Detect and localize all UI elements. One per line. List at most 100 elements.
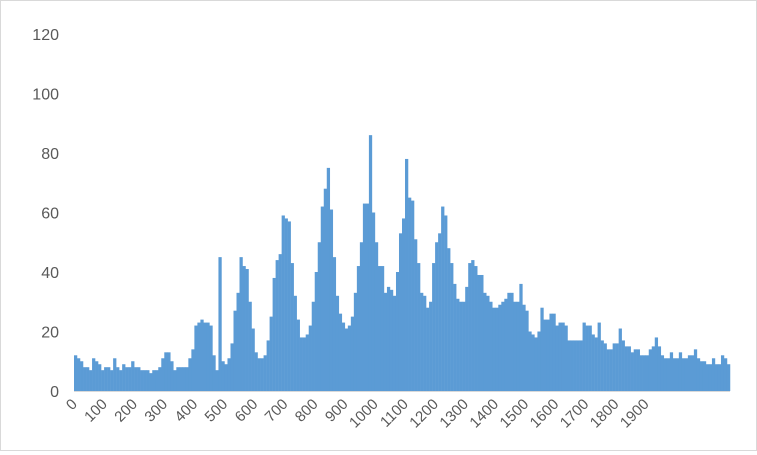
histogram-bar bbox=[206, 322, 210, 391]
x-tick-label: 1500 bbox=[497, 396, 533, 432]
histogram-bar bbox=[630, 352, 634, 391]
histogram-bar bbox=[287, 221, 291, 391]
histogram-bar bbox=[245, 269, 249, 391]
histogram-bar bbox=[504, 298, 508, 391]
histogram-bar bbox=[717, 364, 722, 391]
histogram-bar bbox=[501, 301, 505, 391]
y-tick-label: 100 bbox=[32, 87, 59, 104]
histogram-bar bbox=[383, 292, 388, 391]
histogram-bar bbox=[663, 358, 668, 391]
histogram-bar bbox=[444, 215, 448, 391]
histogram-bar bbox=[92, 358, 96, 391]
histogram-bar bbox=[642, 355, 646, 391]
histogram-bar bbox=[152, 370, 156, 391]
histogram-bar bbox=[462, 301, 466, 391]
histogram-bar bbox=[408, 197, 412, 392]
histogram-bar bbox=[137, 367, 141, 391]
histogram-bar bbox=[582, 322, 586, 391]
histogram-bar bbox=[116, 367, 120, 391]
histogram-bar bbox=[564, 325, 568, 391]
histogram-bar bbox=[167, 352, 171, 391]
histogram-bar bbox=[398, 233, 403, 391]
histogram-bar bbox=[155, 370, 159, 391]
histogram-bar bbox=[368, 135, 373, 391]
histogram-bar bbox=[188, 358, 192, 391]
histogram-bar bbox=[573, 340, 577, 391]
histogram-bar bbox=[417, 263, 421, 391]
histogram-bar bbox=[618, 328, 622, 391]
histogram-bar bbox=[314, 272, 318, 391]
histogram-bar bbox=[558, 322, 562, 391]
x-tick-label: 1600 bbox=[527, 396, 563, 432]
histogram-bar bbox=[332, 257, 337, 392]
x-tick-label: 1400 bbox=[466, 396, 502, 432]
histogram-bar bbox=[257, 358, 261, 391]
y-tick-label: 40 bbox=[41, 265, 59, 282]
histogram-bar bbox=[131, 361, 135, 391]
histogram-bar bbox=[531, 334, 535, 391]
histogram-bar bbox=[248, 301, 252, 391]
histogram-bar bbox=[525, 310, 529, 391]
histogram-bar bbox=[191, 349, 195, 391]
histogram-bar bbox=[555, 325, 559, 391]
histogram-bar bbox=[522, 304, 526, 391]
histogram-bar bbox=[209, 325, 213, 391]
histogram-bar bbox=[426, 307, 430, 391]
histogram-bar bbox=[347, 325, 352, 391]
histogram-bar bbox=[176, 367, 180, 391]
histogram-bar bbox=[474, 266, 478, 391]
histogram-bar bbox=[414, 239, 418, 391]
histogram-bar bbox=[230, 343, 234, 391]
histogram-bar bbox=[648, 349, 653, 391]
histogram-bar bbox=[320, 206, 325, 391]
histogram-bar bbox=[317, 242, 321, 391]
histogram-bar bbox=[528, 331, 532, 391]
histogram-bar bbox=[140, 370, 144, 391]
histogram-bar bbox=[215, 370, 219, 391]
histogram-bar bbox=[293, 295, 297, 391]
histogram-bar bbox=[113, 358, 117, 391]
histogram-bar bbox=[212, 355, 216, 391]
histogram-bar bbox=[681, 358, 686, 391]
x-axis: 0 100 200 300 400 500 600 700 800 900100011001200… bbox=[63, 391, 730, 432]
histogram-bar bbox=[621, 340, 625, 391]
histogram-bar bbox=[639, 355, 643, 391]
histogram-bar bbox=[128, 367, 132, 391]
histogram-bar bbox=[86, 367, 90, 391]
histogram-bar bbox=[699, 361, 704, 391]
histogram-bar bbox=[182, 367, 186, 391]
histogram-bar bbox=[438, 233, 442, 391]
histogram-bar bbox=[389, 289, 394, 391]
histogram-bar bbox=[221, 361, 225, 391]
histogram-bar bbox=[272, 277, 276, 391]
histogram-bar bbox=[669, 352, 674, 391]
histogram-bar bbox=[654, 337, 659, 391]
histogram-bar bbox=[597, 322, 601, 391]
histogram-bar bbox=[594, 337, 598, 391]
histogram-bar bbox=[374, 242, 379, 391]
histogram-bar bbox=[395, 272, 400, 391]
histogram-bar bbox=[254, 352, 258, 391]
histogram-bar bbox=[341, 322, 346, 391]
histogram-bar bbox=[281, 215, 285, 391]
histogram-bar bbox=[89, 370, 93, 391]
histogram-bar bbox=[173, 370, 177, 391]
histogram-bar bbox=[74, 355, 78, 391]
histogram-bar bbox=[326, 167, 331, 392]
histogram-bar bbox=[516, 301, 520, 391]
histogram-bar bbox=[161, 358, 165, 391]
histogram-bar bbox=[392, 295, 397, 391]
histogram-bar bbox=[143, 370, 147, 391]
histogram-bar bbox=[411, 200, 415, 391]
histogram-bar bbox=[675, 358, 680, 391]
histogram-bar bbox=[603, 343, 607, 391]
histogram-bar bbox=[371, 212, 376, 391]
histogram-bar bbox=[164, 352, 168, 391]
histogram-bar bbox=[498, 304, 502, 391]
histogram-bar bbox=[471, 260, 475, 391]
histogram-bar bbox=[80, 361, 84, 391]
histogram-bar bbox=[588, 325, 592, 391]
histogram-bar bbox=[305, 334, 309, 391]
histogram-bar bbox=[101, 370, 105, 391]
histogram-bar bbox=[615, 343, 619, 391]
